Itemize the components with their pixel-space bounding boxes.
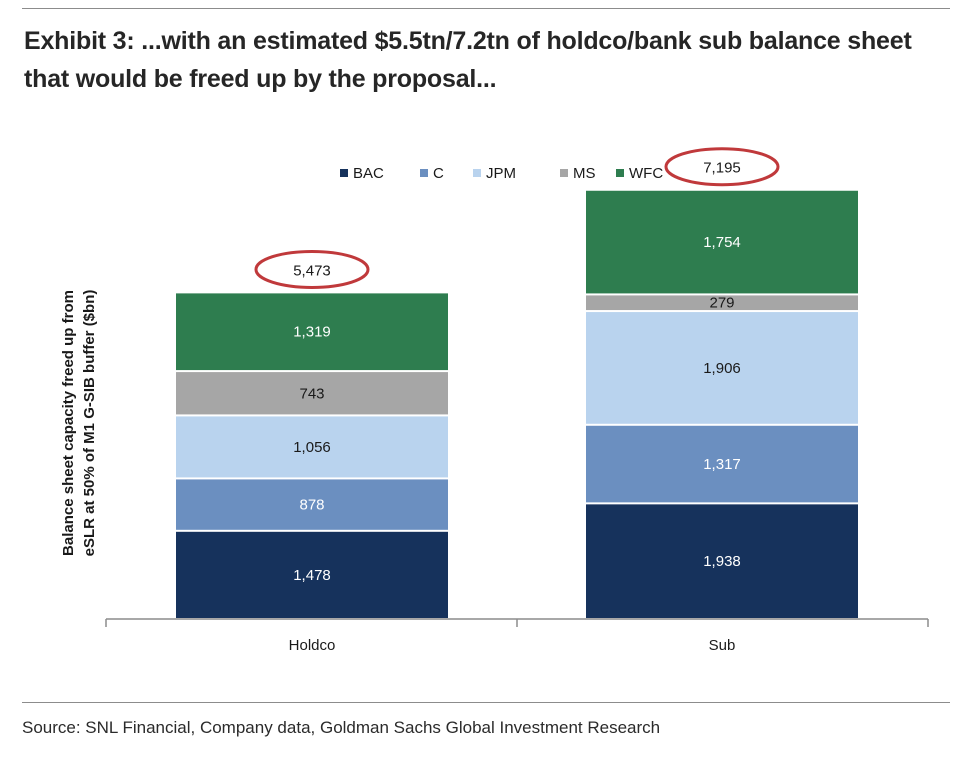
- legend-swatch-wfc: [616, 169, 624, 177]
- chart-legend: BAC C JPM MS WFC: [340, 165, 663, 182]
- data-label-jpm-holdco: 1,056: [293, 439, 331, 456]
- legend-label-bac: BAC: [353, 165, 384, 182]
- data-label-wfc-holdco: 1,319: [293, 324, 331, 341]
- data-label-c-sub: 1,317: [703, 456, 741, 473]
- bar-segment-c-sub: [586, 425, 858, 503]
- legend-swatch-c: [420, 169, 428, 177]
- bar-segment-jpm-sub: [586, 312, 858, 424]
- bar-segment-wfc-sub: [586, 190, 858, 294]
- legend-swatch-jpm: [473, 169, 481, 177]
- data-label-jpm-sub: 1,906: [703, 360, 741, 377]
- data-label-bac-holdco: 1,478: [293, 567, 331, 584]
- source-note: Source: SNL Financial, Company data, Gol…: [22, 718, 661, 737]
- bar-segment-jpm-holdco: [176, 416, 448, 478]
- bar-segment-bac-sub: [586, 504, 858, 618]
- total-callout-sub: [664, 147, 780, 187]
- legend-label-wfc: WFC: [629, 165, 663, 182]
- bar-stacks: 1,478 878 1,056 743 1,319 5,473 1,938 1,317 1,90…: [176, 147, 858, 618]
- data-label-c-holdco: 878: [299, 497, 324, 514]
- legend-swatch-ms: [560, 169, 568, 177]
- legend-label-c: C: [433, 165, 444, 182]
- bar-segment-bac-holdco: [176, 531, 448, 618]
- bar-segment-wfc-holdco: [176, 293, 448, 371]
- bottom-rule: [22, 702, 950, 703]
- exhibit-title: Exhibit 3: ...with an estimated $5.5tn/7…: [24, 27, 912, 93]
- y-axis-title: Balance sheet capacity freed up from eSLR…: [60, 290, 98, 557]
- data-label-ms-sub: 279: [709, 295, 734, 312]
- total-label-holdco: 5,473: [293, 262, 331, 279]
- data-label-ms-holdco: 743: [299, 385, 324, 402]
- data-label-bac-sub: 1,938: [703, 553, 741, 570]
- stacked-bar-chart: BAC C JPM MS WFC Balance sheet capacity free…: [60, 147, 929, 654]
- data-label-wfc-sub: 1,754: [703, 234, 741, 251]
- top-rule: [22, 8, 950, 9]
- x-tick-label-sub: Sub: [709, 637, 736, 654]
- y-axis-title-line-1: eSLR at 50% of M1 G-SIB buffer ($bn): [81, 290, 98, 557]
- legend-label-ms: MS: [573, 165, 596, 182]
- legend-swatch-bac: [340, 169, 348, 177]
- y-axis-title-line-0: Balance sheet capacity freed up from: [60, 290, 77, 556]
- y-axis-label: Balance sheet capacity freed up from eSLR…: [60, 290, 98, 557]
- total-label-sub: 7,195: [703, 160, 741, 177]
- bar-segment-c-holdco: [176, 479, 448, 530]
- x-axis: Holdco Sub: [105, 618, 929, 654]
- x-tick-label-holdco: Holdco: [289, 637, 336, 654]
- total-callout-holdco: [254, 249, 370, 289]
- legend-label-jpm: JPM: [486, 165, 516, 182]
- bar-segment-ms-holdco: [176, 372, 448, 415]
- bar-segment-ms-sub: [586, 295, 858, 311]
